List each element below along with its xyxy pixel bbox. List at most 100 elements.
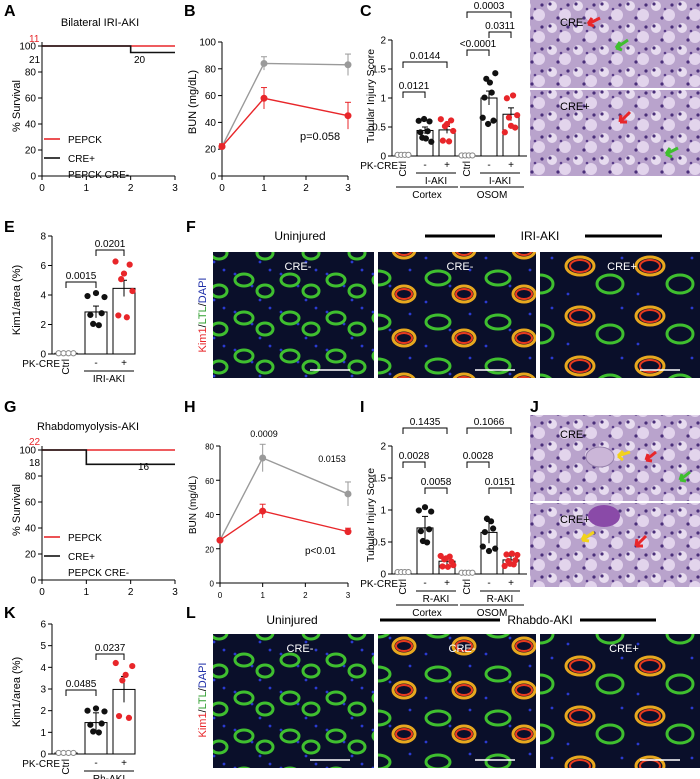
data-dot xyxy=(444,563,451,570)
data-dot xyxy=(448,117,455,124)
tick-label: 2 xyxy=(40,706,46,717)
data-dot xyxy=(512,557,519,564)
pk-cre-label: PK-CRE xyxy=(22,359,60,370)
if-image-cre-neg xyxy=(378,252,536,378)
arrow-icon xyxy=(618,110,632,124)
kim1-chart-rhabdo: Kim1/area (%) 0 1 2 3 4 5 6 Ctrl - + PK-CRE Rh-AKI 0… xyxy=(11,620,136,779)
tick-label: 1 xyxy=(84,587,90,598)
tile-label: CRE- xyxy=(285,261,312,273)
data-dot xyxy=(92,705,100,712)
tick-label: 2 xyxy=(303,591,308,600)
data-dot xyxy=(405,568,412,576)
kim1-chart-iri: Kim1/area (%) 0 2 4 6 8 Ctrl - + PK-CRE IRI-AKI 0.… xyxy=(11,232,136,385)
tubular-injury-chart-rhabdo: Tubular Injury Score 0 0.5 1 1.5 2 Ctrl - + Ctrl… xyxy=(360,417,527,619)
y-axis-label: Tubular Injury Score xyxy=(365,468,377,562)
data-dot xyxy=(84,292,91,300)
category-label: Ctrl xyxy=(61,759,72,775)
tick-label: 0 xyxy=(380,152,386,163)
data-dot xyxy=(415,507,422,514)
arrow-icon xyxy=(614,38,629,52)
panel-letter-a: A xyxy=(4,3,16,20)
category-label: + xyxy=(508,578,514,589)
y-axis-label: BUN (mg/dL) xyxy=(188,476,199,534)
significance-bracket xyxy=(95,653,125,660)
tick-label: 40 xyxy=(25,120,37,131)
stain-label: Kim1/LTL/DAPI xyxy=(197,662,209,737)
panel-letter-l: L xyxy=(186,605,196,622)
image-label: CRE- xyxy=(560,17,587,29)
tick-label: 1 xyxy=(261,183,267,194)
significance-bracket xyxy=(488,487,512,494)
p-value: 0.0237 xyxy=(95,643,126,654)
tick-label: 8 xyxy=(40,232,46,243)
pk-cre-label: PK-CRE xyxy=(22,759,60,770)
tick-label: 4 xyxy=(40,663,46,674)
data-dot xyxy=(415,117,422,124)
immunofluorescence-rhabdo: Uninjured Rhabdo-AKI CRE- CRE- CRE+ Kim1… xyxy=(197,613,700,768)
tick-label: 0 xyxy=(39,587,45,598)
data-dot xyxy=(112,659,119,667)
pk-cre-label: PK-CRE xyxy=(360,579,398,590)
bar xyxy=(112,287,136,355)
legend-label: CRE+ xyxy=(68,552,95,563)
tile-label: CRE- xyxy=(449,643,476,655)
group-label: R-AKI xyxy=(487,594,514,605)
significance-bracket xyxy=(466,461,490,468)
tick-label: 1 xyxy=(84,183,90,194)
group-label-uninjured: Uninjured xyxy=(274,229,325,243)
data-dot xyxy=(120,270,128,277)
data-dot xyxy=(428,508,435,515)
data-dot xyxy=(424,128,431,135)
data-dot xyxy=(65,749,72,757)
tick-label: 2 xyxy=(380,36,386,47)
data-point xyxy=(259,454,267,462)
legend-label: PEPCK xyxy=(68,135,102,146)
data-dot xyxy=(119,677,126,684)
tick-label: 40 xyxy=(205,511,214,520)
significance-bracket xyxy=(466,49,490,56)
histology-image-cre-pos xyxy=(530,90,700,176)
category-label: Ctrl xyxy=(398,579,409,595)
y-axis-label: Kim1/area (%) xyxy=(11,657,23,727)
category-label: - xyxy=(94,358,97,369)
data-dot xyxy=(443,120,451,128)
significance-bracket xyxy=(424,487,448,494)
p-value: 0.0121 xyxy=(399,81,430,92)
stain-dapi: DAPI xyxy=(197,277,209,303)
series-line xyxy=(219,510,349,541)
p-value-day3: 0.0153 xyxy=(318,454,346,464)
significance-bracket xyxy=(466,427,512,434)
tubular-injury-chart-iri: Tubular Injury Score 0 0.5 1 1.5 2 Ctrl - + Ctrl… xyxy=(360,1,527,201)
category-label: + xyxy=(121,358,127,369)
tick-label: 3 xyxy=(172,183,178,194)
tick-label: 80 xyxy=(25,68,37,79)
data-dot xyxy=(479,543,486,550)
data-dot xyxy=(481,528,488,536)
data-dot xyxy=(439,137,446,144)
tick-label: 3 xyxy=(172,587,178,598)
p-value: 0.0003 xyxy=(474,1,505,12)
if-image-uninjured xyxy=(213,252,374,378)
panel-letter-i: I xyxy=(360,399,364,416)
tick-label: 60 xyxy=(25,94,37,105)
data-dot xyxy=(70,749,77,757)
data-dot xyxy=(87,311,94,319)
stain-ltl: LTL xyxy=(197,306,209,324)
panel-letter-h: H xyxy=(184,399,196,416)
tick-label: 2 xyxy=(40,320,46,331)
panel-letter-j: J xyxy=(530,399,539,416)
data-dot xyxy=(84,707,91,714)
image-label: CRE+ xyxy=(560,514,590,526)
data-dot xyxy=(417,528,424,535)
series-line xyxy=(42,45,175,54)
bun-chart-rhabdo: BUN (mg/dL) 0.0009 0.0153 p<0.01 0204060… xyxy=(188,429,352,600)
data-dot xyxy=(87,721,94,728)
n-label-red: 11 xyxy=(29,34,40,45)
data-dot xyxy=(501,562,508,570)
tick-label: 2 xyxy=(128,587,134,598)
tick-label: 2 xyxy=(128,183,134,194)
data-dot xyxy=(129,287,136,295)
data-point xyxy=(260,94,268,102)
data-dot xyxy=(126,261,133,268)
